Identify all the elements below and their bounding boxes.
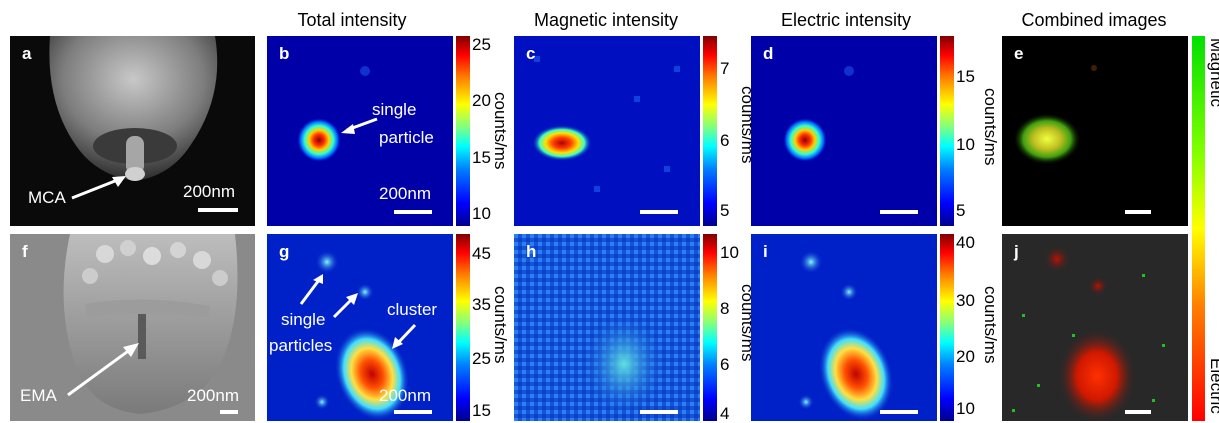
colorbar-d <box>940 36 954 226</box>
scale-bar <box>394 210 432 214</box>
column-title-magnetic: Magnetic intensity <box>533 10 679 30</box>
arrow-icon <box>67 343 139 397</box>
panel-label: b <box>279 44 290 63</box>
arrow-icon <box>71 176 126 200</box>
mca-label: MCA <box>28 188 66 207</box>
column-title-electric: Electric intensity <box>780 10 912 30</box>
colorbar-tick: 8 <box>720 299 730 318</box>
panel-label: i <box>763 242 768 261</box>
arrow-icon <box>341 117 378 134</box>
panel-g-total-intensity: g single particles cluster 200nm <box>267 234 453 421</box>
colorbar-tick: 25 <box>472 349 491 368</box>
panel-label: h <box>526 242 537 261</box>
colorbar-tick: 25 <box>472 35 491 54</box>
colorbar-tick: 5 <box>720 201 730 220</box>
panel-f-sem-image: f EMA 200nm <box>10 234 255 421</box>
colorbar-tick: 20 <box>956 347 975 366</box>
arrow-icon <box>332 293 358 319</box>
colorbar-tick: 7 <box>720 59 730 78</box>
panel-j-combined: j <box>1002 234 1188 421</box>
cluster-label: cluster <box>387 300 438 319</box>
panel-label: j <box>1014 242 1019 261</box>
scale-bar <box>640 210 678 214</box>
colorbar-tick: 5 <box>956 201 966 220</box>
panel-label: d <box>763 44 774 63</box>
arrow-icon <box>392 323 417 349</box>
sem-tip-illustration <box>63 234 238 414</box>
colorbar-label-electric: Electric <box>1207 358 1219 414</box>
scalebar-label: 200nm <box>379 386 431 405</box>
colorbar-h <box>703 234 717 421</box>
colorbar-i <box>940 234 954 421</box>
colorbar-unit: counts/ms <box>491 92 510 170</box>
ema-label: EMA <box>20 386 57 405</box>
colorbar-tick: 10 <box>956 399 975 418</box>
colorbar-tick: 10 <box>472 204 491 223</box>
heatmap <box>783 66 854 162</box>
heatmap <box>297 66 370 162</box>
panel-label: c <box>526 44 536 63</box>
colorbar-b <box>456 36 470 226</box>
panel-b-total-intensity: b single particle 200nm <box>267 36 453 226</box>
arrow-icon <box>299 274 323 305</box>
scale-bar <box>880 210 918 214</box>
colorbar-tick: 6 <box>720 355 730 374</box>
colorbar-tick: 45 <box>472 244 491 263</box>
scale-bar <box>640 410 678 414</box>
colorbar-tick: 6 <box>720 131 730 150</box>
colorbar-unit: counts/ms <box>981 286 1000 364</box>
panel-label: f <box>22 242 28 261</box>
heatmap <box>532 56 680 192</box>
colorbar-c <box>703 36 717 226</box>
scale-bar <box>394 410 432 414</box>
panel-a-sem-image: a MCA 200nm <box>10 36 255 226</box>
heatmap <box>514 234 700 421</box>
scalebar-label: 200nm <box>379 184 431 203</box>
colorbar-tick: 35 <box>472 295 491 314</box>
colorbar-unit: counts/ms <box>491 286 510 364</box>
colorbar-g <box>456 234 470 421</box>
colorbar-tick: 15 <box>956 67 975 86</box>
panel-label: e <box>1014 44 1024 63</box>
single-particle-label: single <box>372 100 417 119</box>
single-particles-label: single <box>281 310 326 329</box>
colorbar-tick: 10 <box>720 243 739 262</box>
sem-tip-illustration <box>49 36 218 181</box>
panel-d-electric-intensity: d <box>751 36 937 226</box>
scalebar-label: 200nm <box>183 182 235 201</box>
column-title-combined: Combined images <box>1021 10 1167 30</box>
single-particle-label: particle <box>379 128 434 147</box>
colorbar-tick: 20 <box>472 91 491 110</box>
combined-image <box>1012 245 1165 421</box>
scalebar-label: 200nm <box>187 386 239 405</box>
panel-label: a <box>22 44 32 63</box>
panel-h-magnetic-intensity: h <box>514 234 700 421</box>
colorbar-unit: counts/ms <box>981 88 1000 166</box>
combined-image <box>1013 65 1097 165</box>
colorbar-tick: 30 <box>956 291 975 310</box>
colorbar-label-magnetic: Magnetic <box>1207 38 1219 107</box>
scale-bar <box>1125 410 1151 414</box>
colorbar-tick: 10 <box>956 135 975 154</box>
heatmap <box>798 250 894 421</box>
colorbar-tick: 15 <box>472 148 491 167</box>
panel-e-combined: e <box>1002 36 1188 226</box>
scale-bar <box>1125 210 1151 214</box>
colorbar-tick: 40 <box>956 233 975 252</box>
heatmap <box>314 250 410 421</box>
colorbar-tick: 4 <box>720 404 730 423</box>
panel-label: g <box>279 242 290 261</box>
single-particles-label: particles <box>269 336 333 355</box>
panel-c-magnetic-intensity: c <box>514 36 700 226</box>
panel-i-electric-intensity: i <box>751 234 937 421</box>
scale-bar <box>880 410 918 414</box>
scale-bar <box>198 208 238 212</box>
column-title-total: Total intensity <box>297 10 407 30</box>
combined-colorbar <box>1192 36 1205 421</box>
scale-bar <box>220 410 238 414</box>
colorbar-tick: 15 <box>472 401 491 420</box>
